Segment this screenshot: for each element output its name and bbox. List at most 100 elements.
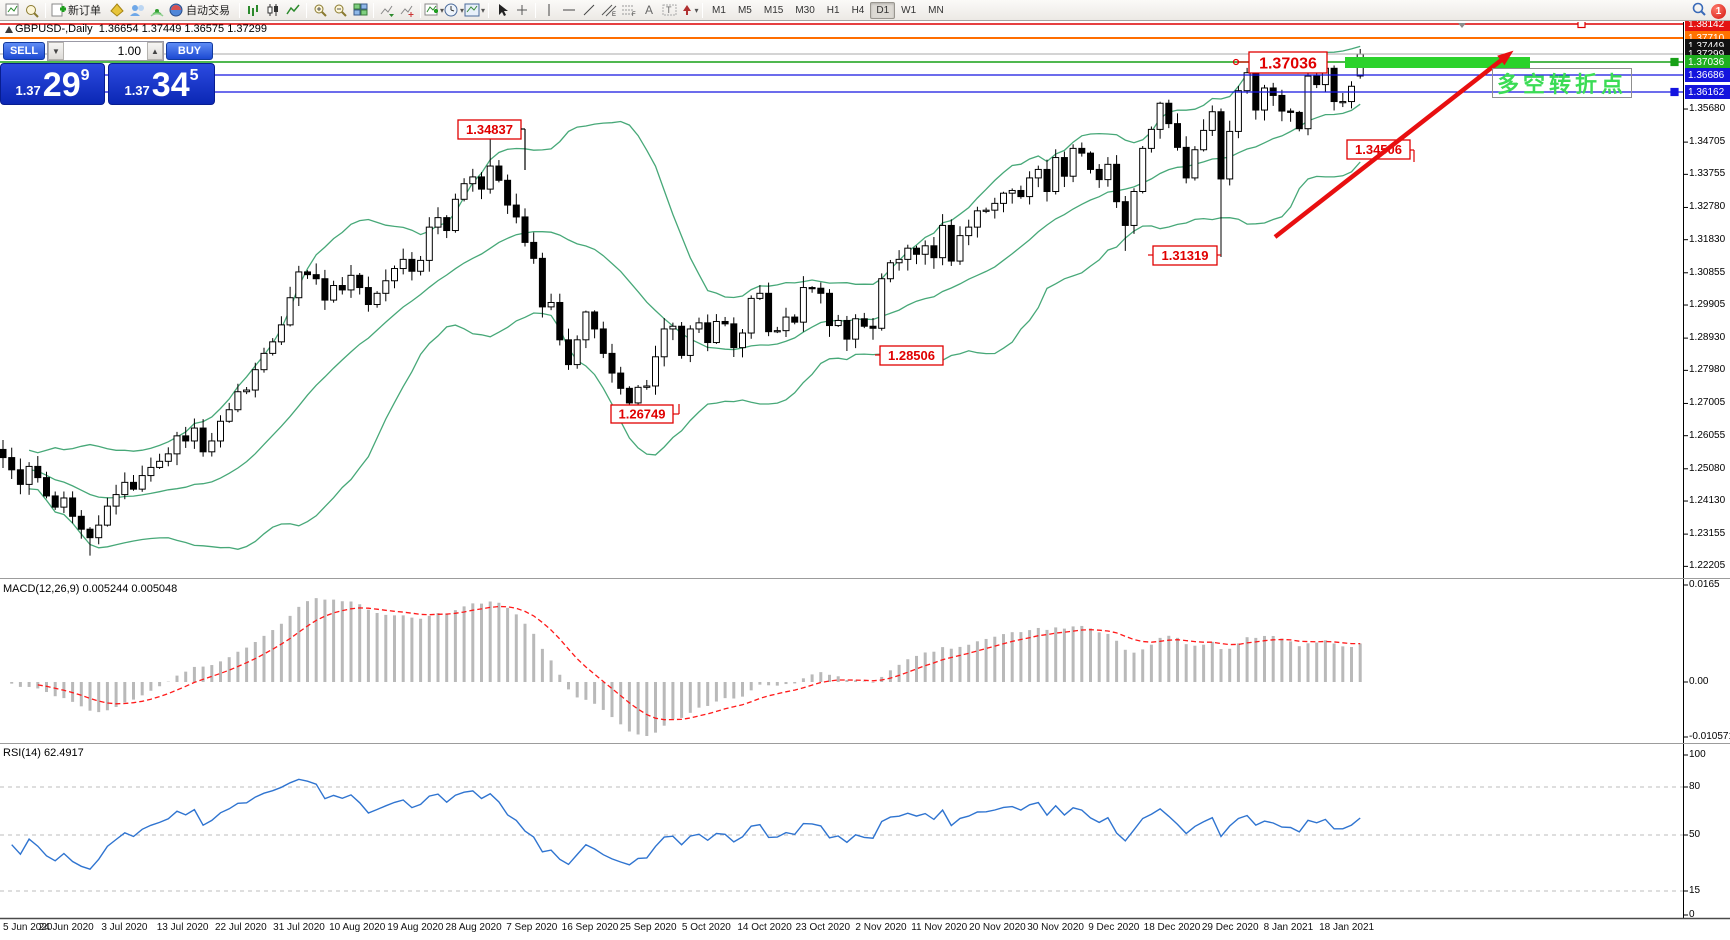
separator [239,2,240,18]
trendline-icon[interactable] [579,1,599,19]
crosshair-icon[interactable] [512,1,532,19]
macd-label: MACD(12,26,9) 0.005244 0.005048 [3,583,178,595]
volume-up-button[interactable]: ▲ [147,42,163,60]
date-tick: 3 Jul 2020 [101,922,148,933]
dropdown-caret: ▾ [440,5,445,15]
tf-mn[interactable]: MN [928,4,944,16]
rsi-axis-tick: 80 [1689,781,1701,792]
tf-m15[interactable]: M15 [763,4,784,16]
text-label-icon[interactable]: T [659,1,679,19]
svg-text:E: E [612,12,616,17]
autotrade-label: 自动交易 [186,5,230,17]
price-axis-tick: 1.22205 [1689,560,1726,572]
indicators-icon[interactable]: ▾ [424,1,444,19]
tf-m1[interactable]: M1 [712,4,726,16]
macd-axis-tick: 0.0165 [1689,579,1720,590]
svg-text:1.28506: 1.28506 [888,348,935,363]
notification-badge[interactable]: 1 [1711,4,1726,19]
separator [702,2,704,18]
date-tick: 5 Oct 2020 [681,922,731,933]
price-axis-tick: 1.25080 [1689,462,1726,474]
sell-button[interactable]: SELL [3,42,45,60]
price-axis-tick: 1.27005 [1689,397,1726,409]
price-tag: 1.36686 [1685,68,1730,82]
turning-point-label[interactable]: 多空转折点 [1492,68,1632,98]
tf-d1[interactable]: D1 [870,1,896,19]
date-tick: 5 Jun 2020 [3,922,53,933]
volume-value[interactable]: 1.00 [117,44,141,58]
chart-shift-icon[interactable] [397,1,417,19]
date-tick: 14 Oct 2020 [737,922,792,933]
sell-price-sup: 9 [80,67,90,84]
sell-price-big: 29 [42,66,81,104]
date-tick: 31 Jul 2020 [273,922,325,933]
vertical-line-icon[interactable] [539,1,559,19]
zoom-in-icon[interactable] [310,1,330,19]
date-tick: 10 Aug 2020 [329,922,386,933]
price-axis-tick: 1.23155 [1689,528,1726,540]
volume-down-button[interactable]: ▼ [48,42,64,60]
symbol-period: GBPUSD-,Daily [15,23,93,35]
buy-price-big: 34 [151,66,190,104]
rsi-axis-tick: 0 [1689,909,1695,920]
profiles-icon[interactable] [22,1,42,19]
candlestick-chart-icon[interactable] [263,1,283,19]
search-icon[interactable] [1691,1,1707,22]
dropdown-caret: ▾ [460,5,465,15]
date-tick: 13 Jul 2020 [156,922,209,933]
separator [306,2,307,18]
date-tick: 19 Aug 2020 [387,922,444,933]
line-chart-icon[interactable] [283,1,303,19]
text-icon[interactable]: A [639,1,659,19]
price-axis-tick: 1.32780 [1689,201,1726,213]
horizontal-line-icon[interactable] [559,1,579,19]
tf-w1[interactable]: W1 [901,4,917,16]
fibonacci-icon[interactable]: F [619,1,639,19]
zoom-out-icon[interactable] [330,1,350,19]
price-axis-tick: 1.30855 [1689,266,1726,278]
equidistant-channel-icon[interactable]: E [599,1,619,19]
price-axis-tick: 1.27980 [1689,364,1726,376]
price-axis-tick: 1.31830 [1689,233,1726,245]
date-tick: 2 Nov 2020 [855,922,907,933]
toolbar: 新订单 自动交易 ▾ ▾ ▾ E F A T ▾ [0,0,1730,21]
date-tick: 24 Jun 2020 [38,922,94,933]
tile-windows-icon[interactable] [350,1,370,19]
price-axis-tick: 1.24130 [1689,495,1726,507]
date-tick: 28 Aug 2020 [445,922,502,933]
rsi-axis-tick: 15 [1689,885,1701,896]
arrows-icon[interactable]: ▾ [679,1,699,19]
auto-scroll-icon[interactable] [377,1,397,19]
tf-m5[interactable]: M5 [737,4,752,16]
new-chart-icon[interactable] [2,1,22,19]
price-axis-tick: 1.29905 [1689,299,1726,311]
svg-text:A: A [645,3,653,17]
tf-h1[interactable]: H1 [826,4,840,16]
date-tick: 11 Nov 2020 [911,922,968,933]
bar-chart-icon[interactable] [243,1,263,19]
svg-text:1.37036: 1.37036 [1259,55,1317,72]
price-axis-tick: 1.35680 [1689,103,1726,115]
autotrade-button[interactable]: 自动交易 [167,1,236,19]
date-tick: 18 Jan 2021 [1319,922,1375,933]
svg-text:F: F [632,12,636,17]
tf-h4[interactable]: H4 [851,4,865,16]
styles-icon[interactable] [107,1,127,19]
date-tick: 9 Dec 2020 [1088,922,1140,933]
one-click-trading-panel: SELL ▼ 1.00 ▲ BUY 1.37 29 9 1.37 34 5 [0,40,216,106]
date-tick: 23 Oct 2020 [795,922,851,933]
templates-icon[interactable]: ▾ [464,1,485,19]
sell-price-prefix: 1.37 [15,83,41,98]
new-order-button[interactable]: 新订单 [49,1,107,19]
price-tag: 1.36162 [1685,85,1730,99]
periods-icon[interactable]: ▾ [444,1,464,19]
sell-price-panel[interactable]: 1.37 29 9 [0,63,105,105]
signals-icon[interactable] [147,1,167,19]
buy-button[interactable]: BUY [166,42,213,60]
tf-m30[interactable]: M30 [795,4,815,16]
cursor-icon[interactable] [492,1,512,19]
buy-price-panel[interactable]: 1.37 34 5 [108,63,215,105]
price-axis-tick: 1.33755 [1689,168,1726,180]
community-icon[interactable] [127,1,147,19]
